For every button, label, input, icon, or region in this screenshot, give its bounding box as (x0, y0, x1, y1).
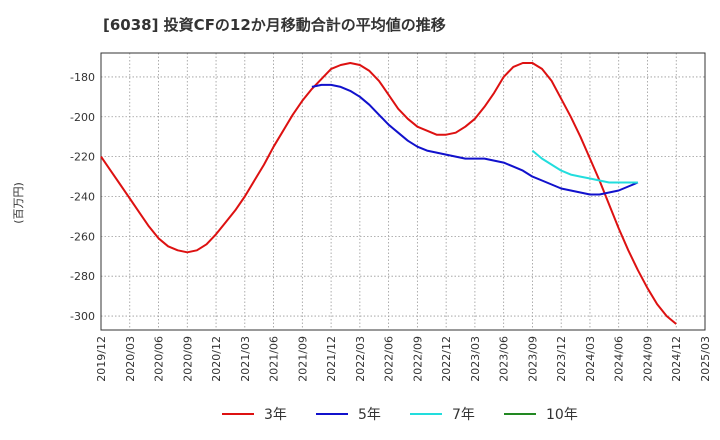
x-tick-label: 2022/12 (440, 336, 453, 382)
y-tick-label: -180 (70, 71, 95, 84)
y-tick-labels: -180 -200 -220 -240 -260 -280 -300 (70, 71, 95, 323)
x-tick-label: 2023/06 (498, 336, 511, 382)
legend-label: 10年 (546, 407, 578, 423)
y-tick-label: -300 (70, 310, 95, 323)
x-tick-label: 2024/03 (584, 336, 597, 382)
plot-frame (100, 52, 706, 331)
legend-label: 7年 (452, 407, 475, 423)
x-tick-label: 2021/09 (296, 336, 309, 382)
x-tick-label: 2023/12 (555, 336, 568, 382)
legend-label: 3年 (264, 407, 287, 423)
x-tick-label: 2019/12 (95, 336, 108, 382)
series-line-3年 (100, 62, 677, 325)
x-tick-label: 2020/12 (210, 336, 223, 382)
chart-title: [6038] 投資CFの12か月移動合計の平均値の推移 (103, 16, 446, 34)
x-tick-label: 2024/12 (670, 336, 683, 382)
x-tick-label: 2020/03 (124, 336, 137, 382)
y-tick-label: -200 (70, 111, 95, 124)
x-tick-label: 2020/09 (181, 336, 194, 382)
x-tick-label: 2020/06 (153, 336, 166, 382)
series-line-5年 (311, 83, 639, 196)
x-tick-label: 2023/09 (526, 336, 539, 382)
x-tick-label: 2024/09 (641, 336, 654, 382)
x-tick-labels: 2019/12 2020/03 2020/06 2020/09 2020/12 2021/… (95, 336, 712, 382)
x-tick-label: 2021/12 (325, 336, 338, 382)
x-tick-label: 2023/03 (469, 336, 482, 382)
y-tick-label: -220 (70, 151, 95, 164)
x-tick-label: 2024/06 (613, 336, 626, 382)
x-tick-label: 2021/03 (239, 336, 252, 382)
y-tick-label: -240 (70, 190, 95, 203)
series-line-7年 (531, 149, 638, 184)
series-lines (100, 62, 677, 325)
y-tick-label: -260 (70, 230, 95, 243)
x-tick-label: 2022/09 (411, 336, 424, 382)
legend-label: 5年 (358, 407, 381, 423)
x-tick-label: 2022/03 (354, 336, 367, 382)
x-tick-label: 2022/06 (383, 336, 396, 382)
legend: 3年 5年 7年 10年 (222, 407, 578, 423)
grid-lines (100, 53, 706, 330)
x-tick-label: 2021/06 (268, 336, 281, 382)
x-tick-label: 2025/03 (699, 336, 712, 382)
y-tick-label: -280 (70, 270, 95, 283)
